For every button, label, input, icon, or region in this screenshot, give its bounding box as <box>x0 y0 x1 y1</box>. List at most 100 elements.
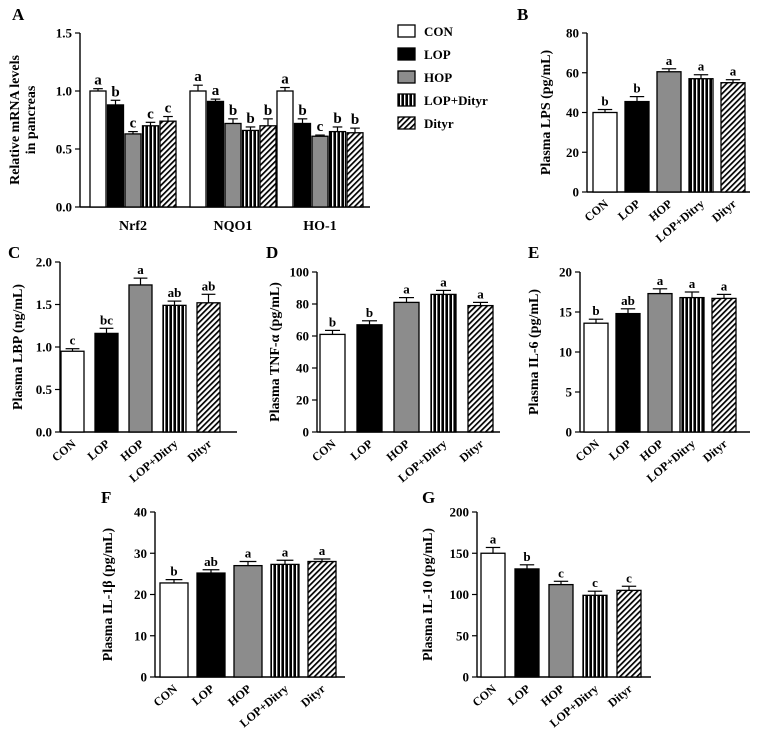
panel-c-bar-dityr <box>196 302 221 433</box>
panel-a-bar-nqo1-dityr-significance-label: b <box>264 103 272 119</box>
panel-f-y-tick-label: 20 <box>134 587 147 602</box>
panel-b-y-tick-label: 80 <box>566 26 579 41</box>
panel-d-x-tick-label: Dityr <box>456 436 486 465</box>
panel-d-bar-lop-ditry <box>430 293 457 433</box>
legend-label-con: CON <box>424 24 454 39</box>
panel-g-bar-lop-ditry-significance-label: c <box>592 575 598 590</box>
panel-d-bar-con <box>319 333 346 433</box>
panel-e-x-tick-label: CON <box>572 436 602 464</box>
panel-a-bar-nrf2-con-significance-label: a <box>94 73 102 89</box>
panel-b-bar-con-significance-label: b <box>601 94 608 109</box>
panel-g-bar-con <box>480 552 506 678</box>
panel-a-x-tick-label: NQO1 <box>214 219 253 234</box>
panel-c-x-tick-label: HOP <box>118 437 147 464</box>
panel-c-y-label: Plasma LBP (ng/mL) <box>11 284 26 410</box>
panel-b-x-tick-label: LOP <box>615 197 643 224</box>
panel-c-bar-hop-significance-label: a <box>137 262 144 277</box>
panel-f-bar-con-significance-label: b <box>170 564 177 579</box>
legend-swatch-con <box>397 24 416 38</box>
panel-b-x-tick-label: Dityr <box>709 196 739 225</box>
panel-e-x-tick-label: Dityr <box>700 436 730 465</box>
panel-f-y-tick-label: 30 <box>134 546 147 561</box>
panel-b-letter: B <box>517 5 528 24</box>
panel-e-bar-lop-significance-label: ab <box>621 293 635 308</box>
panel-d-x-tick-label: LOP <box>348 437 376 464</box>
legend-swatch-lop <box>397 47 416 61</box>
panel-b-bar-lop-ditry-significance-label: a <box>698 59 705 74</box>
panel-f-y-tick-label: 10 <box>134 628 147 643</box>
panel-a-bar-ho-1-lop-significance-label: b <box>298 103 306 119</box>
panel-f-letter: F <box>101 488 111 507</box>
panel-f-x-tick-label: Dityr <box>298 681 328 710</box>
panel-d-bar-con-significance-label: b <box>329 314 336 329</box>
panel-a-bar-ho-1-lop-dityr-significance-label: b <box>333 111 341 127</box>
panel-b-y-tick-label: 0 <box>573 185 580 200</box>
panel-d-y-tick-label: 0 <box>303 425 310 440</box>
panel-a-bar-nqo1-lop <box>206 100 225 208</box>
panel-e-y-tick-label: 5 <box>566 385 573 400</box>
panel-f-bar-lop-ditry <box>270 563 300 678</box>
panel-c-y-tick-label: 1.0 <box>36 340 52 355</box>
panel-e-y-tick-label: 10 <box>559 345 572 360</box>
panel-a-bar-ho-1-dityr-significance-label: b <box>351 112 359 128</box>
panel-g-y-label: Plasma IL-10 (pg/mL) <box>421 528 436 661</box>
panel-a-bar-nrf2-lop <box>106 104 125 208</box>
panel-f-y-label: Plasma IL-1β (pg/mL) <box>101 527 116 661</box>
panel-c-x-tick-label: Dityr <box>184 436 214 465</box>
panel-c-y-tick-label: 2.0 <box>36 255 52 270</box>
panel-b-y-tick-label: 60 <box>566 65 579 80</box>
panel-b-bar-dityr <box>720 82 746 193</box>
panel-c-bar-lop <box>94 332 119 433</box>
panel-g-x-tick-label: HOP <box>538 682 567 709</box>
panel-a-bar-nqo1-con <box>189 90 207 208</box>
panel-a-x-tick-label: Nrf2 <box>119 219 147 234</box>
panel-d-y-tick-label: 60 <box>296 329 309 344</box>
panel-f-bar-hop-significance-label: a <box>245 546 252 561</box>
panel-d-bar-hop-significance-label: a <box>403 282 410 297</box>
panel-f-x-tick-label: LOP <box>189 682 217 709</box>
panel-a-y-label: Relative mRNA levels <box>8 55 23 185</box>
panel-a-bar-ho-1-hop-significance-label: c <box>317 119 324 135</box>
panel-d-bar-hop <box>393 301 420 433</box>
panel-a-bar-nrf2-lop-significance-label: b <box>111 84 119 100</box>
panel-a-bar-nrf2-dityr <box>159 120 177 208</box>
panel-e-y-tick-label: 20 <box>559 265 572 280</box>
panel-f-bar-dityr <box>307 560 337 678</box>
panel-e-y-label: Plasma IL-6 (pg/mL) <box>527 289 542 415</box>
panel-e-bar-hop-significance-label: a <box>657 273 664 288</box>
panel-a-bar-nqo1-con-significance-label: a <box>194 69 202 85</box>
panel-c-bar-lop-ditry <box>162 304 187 433</box>
panel-f-bar-hop <box>233 564 263 678</box>
panel-g-x-tick-label: Dityr <box>605 681 635 710</box>
legend-swatch-lop-dityr <box>397 93 416 107</box>
panel-d-bar-lop-ditry-significance-label: a <box>440 274 447 289</box>
panel-f-bar-lop-significance-label: ab <box>204 554 218 569</box>
panel-f-bar-dityr-significance-label: a <box>319 543 326 558</box>
panel-e-bar-dityr-significance-label: a <box>721 278 728 293</box>
panel-a-bar-nrf2-hop <box>124 133 142 208</box>
panel-d-x-tick-label: CON <box>309 436 339 464</box>
panel-b-bar-lop-ditry <box>688 78 714 193</box>
panel-c-y-tick-label: 0.0 <box>36 425 52 440</box>
panel-a-bar-nqo1-dityr <box>259 125 277 208</box>
panel-f-bar-lop <box>196 572 226 678</box>
panel-c-bar-lop-significance-label: bc <box>100 312 113 327</box>
panel-g-bar-hop-significance-label: c <box>558 565 564 580</box>
legend-label-hop: HOP <box>424 70 452 85</box>
panel-c-bar-hop <box>128 284 153 433</box>
panel-e-letter: E <box>528 243 539 262</box>
panel-d-bar-lop-significance-label: b <box>366 305 373 320</box>
panel-d-bar-dityr-significance-label: a <box>477 286 484 301</box>
panel-b-y-tick-label: 20 <box>566 145 579 160</box>
panel-e-bar-lop <box>615 312 641 433</box>
panel-g-y-tick-label: 200 <box>450 505 470 520</box>
panel-b-bar-hop <box>656 71 682 193</box>
panel-c-x-tick-label: LOP <box>85 437 113 464</box>
legend-label-dityr: Dityr <box>424 116 454 131</box>
panel-a-bar-ho-1-con-significance-label: a <box>281 72 289 88</box>
panel-a-bar-ho-1-con <box>276 90 294 208</box>
panel-d-x-tick-label: HOP <box>384 437 413 464</box>
panel-g-bar-lop-ditry <box>582 594 608 678</box>
panel-a-bar-ho-1-lop-dityr <box>328 130 347 208</box>
